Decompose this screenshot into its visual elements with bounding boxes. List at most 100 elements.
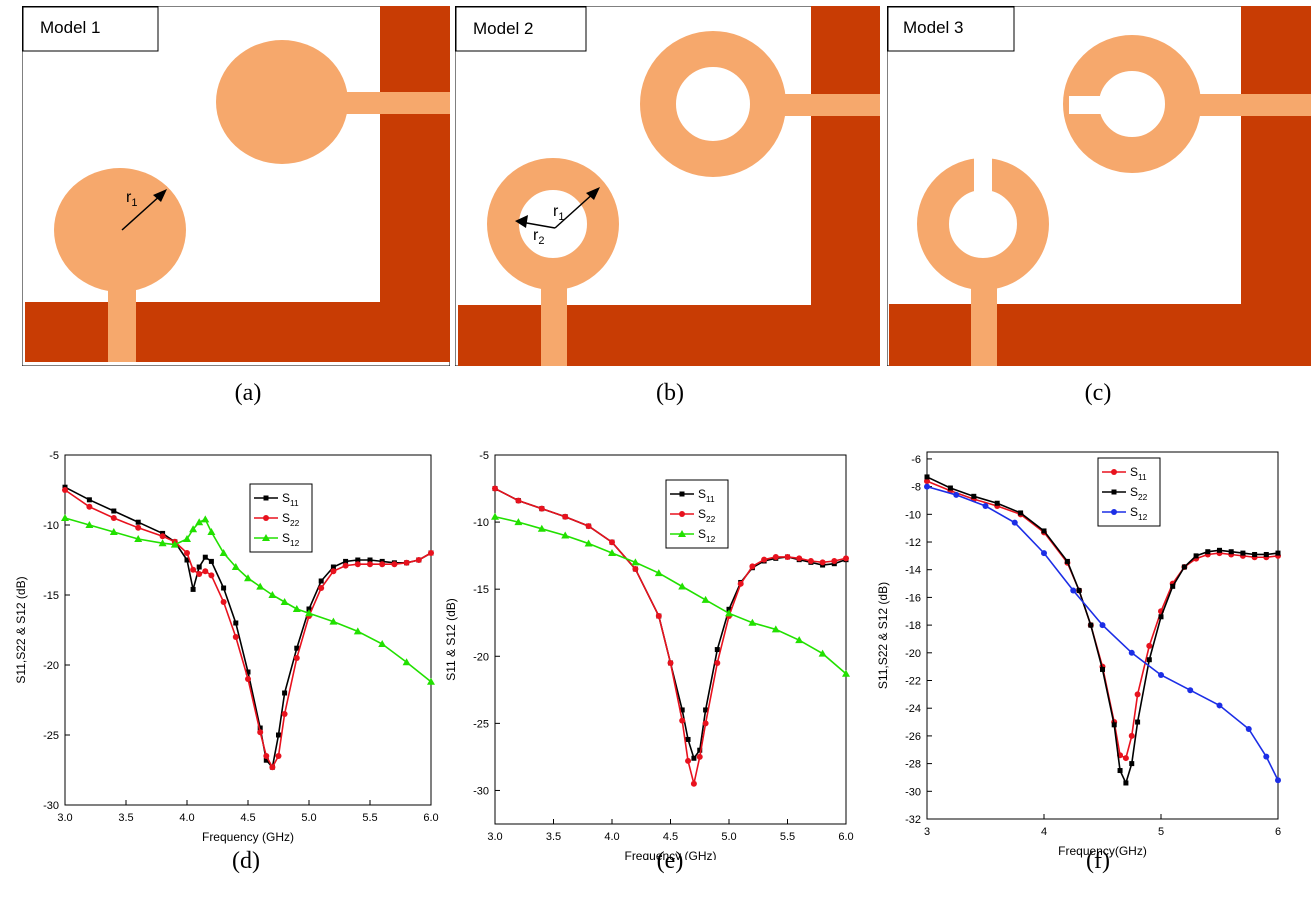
- legend-label-s11: S11: [1130, 465, 1147, 482]
- model-3-title: Model 3: [903, 18, 963, 37]
- chart-f: 3 4 5 6 -6 -8 -10 -12 -14 -16 -18 -20 -22 -24 -26 -28 -3…: [872, 440, 1312, 860]
- data-point-s22: [761, 556, 768, 563]
- data-point-s11: [924, 478, 930, 485]
- data-point-s22: [403, 559, 410, 566]
- data-point-s22: [947, 485, 953, 491]
- x-tick-label: 5.0: [721, 831, 736, 843]
- data-point-s12: [292, 605, 301, 612]
- ground-bottom: [25, 302, 450, 362]
- x-tick-label: 4.5: [663, 831, 678, 843]
- data-point-s11: [208, 558, 214, 564]
- feed-lower: [541, 270, 567, 366]
- chart-d: 3.0 3.5 4.0 4.5 5.0 5.5 6.0 -5 -10 -15 -20 -25 -30 Fr…: [0, 440, 440, 860]
- series-line-s11: [64, 486, 432, 769]
- data-point-s22: [667, 659, 674, 666]
- data-point-s11: [726, 606, 732, 612]
- data-point-s12: [631, 558, 640, 566]
- caption-a: (a): [234, 380, 262, 406]
- model-3-layout: Model 3: [886, 5, 1312, 367]
- data-point-s22: [110, 515, 117, 521]
- radius-label-r1: r1: [553, 203, 564, 223]
- y-tick-label: -28: [905, 759, 921, 771]
- x-tick-label: 5.5: [780, 831, 795, 843]
- chart-e-svg: 3.0 3.5 4.0 4.5 5.0 5.5 6.0 -5 -10 -15 -20 -25 -30 Fr…: [444, 450, 854, 863]
- data-point-s12: [953, 491, 960, 498]
- data-point-s22: [702, 720, 709, 727]
- data-point-s12: [256, 582, 265, 590]
- data-point-s22: [1129, 761, 1135, 767]
- data-point-s22: [196, 571, 203, 577]
- data-point-s12: [608, 548, 616, 556]
- feed-upper: [1182, 94, 1311, 116]
- gap-lower: [974, 156, 992, 196]
- data-point-s22: [342, 562, 349, 569]
- data-point-s12: [280, 598, 289, 605]
- ground-bottom: [889, 304, 1311, 366]
- data-point-s12: [189, 525, 198, 533]
- data-point-s12: [158, 539, 167, 547]
- ground-right: [811, 6, 880, 366]
- data-point-s22: [843, 555, 849, 562]
- data-point-s22: [1158, 614, 1164, 620]
- data-point-s22: [330, 568, 337, 575]
- data-point-s22: [924, 474, 930, 480]
- data-point-s12: [195, 518, 204, 526]
- data-point-s12: [207, 528, 216, 535]
- data-point-s22: [562, 513, 569, 520]
- data-point-s22: [714, 659, 721, 666]
- data-point-s22: [994, 500, 1000, 506]
- data-point-s22: [135, 524, 142, 531]
- data-point-s11: [355, 557, 361, 563]
- y-tick-label: -30: [43, 800, 59, 812]
- x-tick-label: 4: [1041, 826, 1047, 838]
- data-point-s12: [1158, 671, 1164, 678]
- data-point-s22: [1135, 719, 1141, 725]
- data-point-s12: [1128, 649, 1135, 656]
- legend-label-s22: S22: [1130, 485, 1148, 502]
- data-point-s12: [170, 540, 179, 548]
- data-point-s12: [514, 518, 523, 526]
- data-point-s12: [109, 528, 118, 535]
- ground-right: [1241, 6, 1311, 366]
- data-point-s22: [1252, 551, 1258, 557]
- gap-upper: [1069, 96, 1105, 114]
- data-point-s11: [202, 554, 208, 560]
- data-point-s22: [257, 729, 264, 736]
- data-point-s22: [679, 717, 686, 724]
- data-point-s22: [208, 572, 215, 579]
- data-point-s22: [1111, 722, 1117, 728]
- data-point-s12: [378, 640, 387, 647]
- data-point-s11: [111, 508, 117, 514]
- x-tick-label: 3.0: [487, 831, 502, 843]
- data-point-s12: [427, 677, 435, 685]
- x-axis-label: Frequency(GHz): [1058, 844, 1147, 858]
- data-point-s12: [584, 539, 593, 547]
- x-tick-label: 5.0: [301, 812, 316, 824]
- radius-label-r2: r2: [533, 227, 544, 247]
- data-point-s22: [428, 550, 434, 556]
- caption-c: (c): [1084, 380, 1112, 406]
- data-point-s11: [691, 755, 697, 761]
- y-tick-label: -8: [911, 482, 921, 494]
- feed-upper: [767, 94, 880, 116]
- data-point-s12: [1099, 622, 1106, 629]
- data-point-s22: [232, 634, 239, 640]
- data-point-s11: [367, 557, 373, 563]
- data-point-s22: [655, 613, 662, 620]
- legend-label-s11: S11: [282, 491, 299, 508]
- data-point-s11: [245, 669, 251, 675]
- data-point-s22: [1181, 564, 1187, 570]
- patch-lower: [54, 168, 186, 292]
- data-point-s22: [1088, 622, 1094, 628]
- data-point-s22: [807, 558, 814, 565]
- data-point-s11: [276, 732, 281, 738]
- data-point-s22: [1240, 550, 1246, 556]
- feed-lower: [108, 276, 136, 362]
- feed-upper: [344, 92, 450, 114]
- legend-label-s11: S11: [698, 487, 715, 504]
- data-point-s12: [842, 669, 850, 677]
- data-point-s22: [379, 561, 386, 568]
- legend-marker: [679, 511, 685, 517]
- y-tick-label: -10: [905, 509, 921, 521]
- data-point-s22: [1041, 528, 1047, 534]
